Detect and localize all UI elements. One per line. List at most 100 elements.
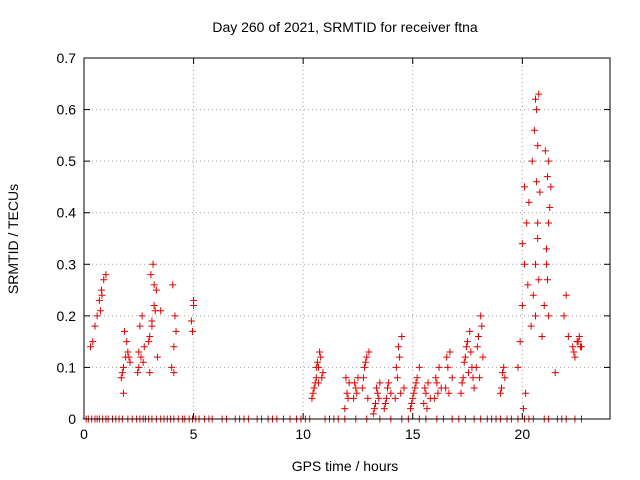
- data-point: [534, 235, 542, 242]
- data-point: [381, 400, 389, 408]
- data-point: [500, 363, 508, 371]
- data-point: [358, 384, 366, 392]
- data-point: [359, 374, 367, 382]
- data-point: [393, 374, 401, 382]
- y-tick-label: 0.2: [57, 308, 77, 324]
- data-point: [433, 379, 441, 387]
- data-point: [365, 348, 373, 356]
- data-point: [564, 332, 572, 340]
- data-point: [343, 389, 351, 397]
- data-point: [521, 183, 529, 191]
- data-point: [150, 281, 158, 289]
- data-point: [137, 353, 145, 361]
- data-point: [145, 338, 153, 346]
- data-point: [457, 389, 465, 397]
- data-point: [119, 389, 127, 397]
- data-point: [400, 384, 408, 392]
- data-point: [398, 332, 406, 340]
- data-point: [540, 302, 548, 310]
- data-point: [446, 348, 454, 356]
- y-tick-label: 0.6: [57, 102, 77, 118]
- x-axis-label: GPS time / hours: [292, 458, 399, 474]
- data-point: [410, 389, 418, 397]
- y-axis-label: SRMTID / TECUs: [5, 184, 21, 294]
- data-point: [547, 183, 555, 191]
- data-point: [423, 405, 431, 413]
- data-point: [312, 363, 320, 371]
- data-point: [521, 260, 529, 268]
- data-point: [392, 363, 400, 371]
- x-tick-label: 0: [80, 426, 88, 442]
- data-point: [362, 358, 370, 366]
- data-point: [171, 312, 179, 320]
- data-point: [431, 394, 439, 402]
- data-point: [461, 353, 469, 361]
- data-point: [91, 322, 99, 330]
- data-point: [516, 338, 524, 346]
- data-point: [501, 374, 509, 382]
- data-point: [545, 219, 553, 227]
- data-point: [395, 343, 403, 351]
- data-point: [443, 353, 451, 361]
- data-point: [477, 312, 485, 320]
- data-point: [459, 374, 467, 382]
- data-point: [479, 353, 487, 361]
- data-point: [533, 106, 541, 114]
- data-point: [397, 389, 405, 397]
- data-point: [460, 358, 468, 366]
- data-point: [424, 379, 432, 387]
- data-point: [408, 400, 416, 408]
- data-point: [140, 343, 148, 351]
- data-point: [574, 338, 582, 346]
- data-point: [544, 173, 552, 181]
- data-point: [152, 286, 160, 294]
- data-point: [118, 369, 126, 377]
- data-point: [146, 369, 154, 377]
- data-point: [470, 384, 478, 392]
- data-point: [467, 348, 475, 356]
- data-point: [309, 389, 317, 397]
- data-point: [472, 363, 480, 371]
- data-point: [462, 343, 470, 351]
- data-point: [528, 157, 536, 165]
- data-point: [519, 405, 527, 413]
- data-point: [169, 281, 177, 289]
- data-point: [544, 276, 552, 284]
- y-tick-label: 0.3: [57, 256, 77, 272]
- data-point: [315, 379, 323, 387]
- data-point: [535, 90, 543, 98]
- data-point: [576, 343, 584, 351]
- data-point: [308, 394, 316, 402]
- data-point: [342, 374, 350, 382]
- data-point: [531, 260, 539, 268]
- data-point: [420, 400, 428, 408]
- data-point: [371, 400, 379, 408]
- data-point: [370, 405, 378, 413]
- data-point: [432, 374, 440, 382]
- data-point: [139, 358, 147, 366]
- y-tick-label: 0.5: [57, 153, 77, 169]
- data-point: [546, 204, 554, 212]
- data-point: [126, 358, 134, 366]
- data-point: [412, 379, 420, 387]
- data-point: [149, 260, 157, 268]
- data-point: [135, 363, 143, 371]
- data-point: [476, 374, 484, 382]
- data-point: [435, 363, 443, 371]
- x-tick-label: 5: [190, 426, 198, 442]
- data-point: [316, 348, 324, 356]
- data-point: [148, 322, 156, 330]
- data-point: [413, 374, 421, 382]
- data-point: [95, 296, 103, 304]
- x-tick-label: 15: [405, 426, 421, 442]
- data-point: [136, 322, 144, 330]
- data-point: [170, 343, 178, 351]
- tick-labels: 0 5 10 15 20 0 0.1 0.2 0.3 0.4 0.5 0.6 0.7: [57, 50, 531, 442]
- data-point: [571, 353, 579, 361]
- data-point: [352, 384, 360, 392]
- data-point: [466, 327, 474, 335]
- data-point: [123, 338, 131, 346]
- data-point: [170, 369, 178, 377]
- data-point: [100, 276, 108, 284]
